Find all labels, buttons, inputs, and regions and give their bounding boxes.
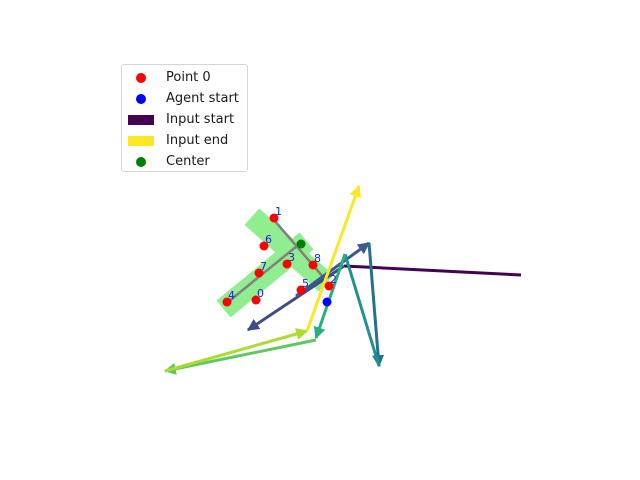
trajectory-arrow <box>305 184 362 332</box>
point-marker <box>308 260 318 270</box>
shape-region <box>216 208 334 318</box>
point-marker <box>222 297 232 307</box>
point-marker <box>282 259 292 269</box>
legend-item-input-end: Input end <box>122 132 249 152</box>
point-marker <box>269 213 279 223</box>
trajectory-arrow <box>164 328 309 373</box>
legend-label: Center <box>166 154 210 169</box>
legend-item-agent-start: Agent start <box>122 90 249 110</box>
legend-item-input-start: Input start <box>122 111 249 131</box>
green-dot-icon <box>136 157 146 167</box>
point-marker <box>324 281 334 291</box>
input-trajectory <box>163 184 522 375</box>
legend-label: Agent start <box>166 91 239 106</box>
point-marker <box>251 295 261 305</box>
yellow-patch-icon <box>128 136 154 146</box>
point-label: 7 <box>260 260 267 273</box>
blue-dot-icon <box>136 94 146 104</box>
trajectory-arrow <box>295 241 370 298</box>
trajectory-arrow <box>163 338 317 375</box>
trajectory-arrow <box>343 264 522 277</box>
point-label: 1 <box>275 205 282 218</box>
point-label: 3 <box>288 251 295 264</box>
trajectory-arrow <box>343 253 381 367</box>
legend-label: Input end <box>166 133 229 148</box>
point-label: 0 <box>257 287 264 300</box>
point-label: 8 <box>314 252 321 265</box>
red-dot-icon <box>136 73 146 83</box>
legend-item-center: Center <box>122 153 249 173</box>
legend-label: Input start <box>166 112 235 127</box>
legend: Point 0 Agent start Input start Input en… <box>121 64 248 172</box>
point-marker <box>296 285 306 295</box>
point-label: 2 <box>330 273 337 286</box>
point-label: 5 <box>302 277 309 290</box>
legend-label: Point 0 <box>166 70 211 85</box>
points-layer: 0 1 2 3 4 5 6 7 8 <box>222 205 337 307</box>
purple-patch-icon <box>128 115 154 125</box>
legend-item-point: Point 0 <box>122 69 249 89</box>
trajectory-arrow <box>367 242 385 368</box>
point-marker <box>254 268 264 278</box>
center-marker <box>296 239 306 249</box>
point-label: 6 <box>265 233 272 246</box>
point-label: 4 <box>228 289 235 302</box>
point-marker <box>259 241 269 251</box>
agent-start-marker <box>322 297 332 307</box>
trajectory-arrow <box>313 253 347 340</box>
